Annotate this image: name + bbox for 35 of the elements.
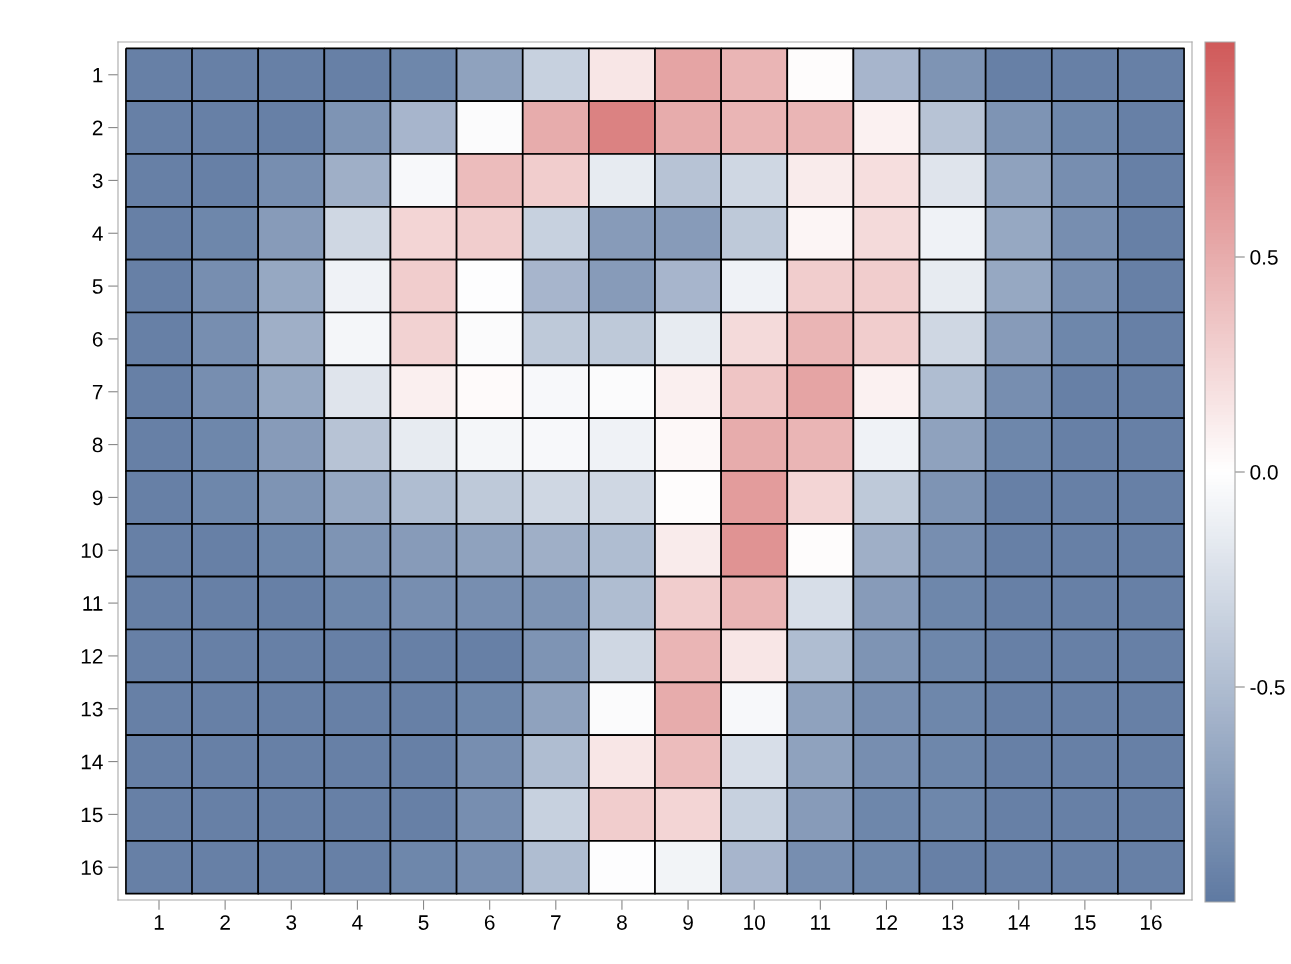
y-tick-label: 9 xyxy=(92,490,103,506)
y-tick-label: 7 xyxy=(92,384,103,400)
x-tick-label: 15 xyxy=(1074,915,1096,930)
x-tick-label: 16 xyxy=(1141,915,1162,930)
y-tick-label: 4 xyxy=(92,226,103,241)
x-tick-label: 9 xyxy=(683,915,693,930)
x-tick-label: 10 xyxy=(744,915,765,930)
y-tick-label: 1 xyxy=(93,67,103,83)
y-tick-label: 14 xyxy=(81,754,103,770)
x-tick-label: 14 xyxy=(1008,915,1030,930)
x-tick-label: 13 xyxy=(942,915,964,930)
y-tick-label: 12 xyxy=(81,648,103,664)
y-tick-label: 3 xyxy=(92,173,103,189)
y-tick-label: 8 xyxy=(92,437,103,453)
x-tick-label: 11 xyxy=(811,915,831,930)
y-tick-label: 5 xyxy=(92,279,103,294)
x-tick-label: 2 xyxy=(220,915,230,930)
color-bar-label: -0.5 xyxy=(1250,680,1285,695)
color-bar-label: 0.5 xyxy=(1250,250,1278,265)
y-tick-label: 16 xyxy=(81,860,103,875)
x-tick-label: 1 xyxy=(154,915,164,930)
x-tick-label: 8 xyxy=(617,915,627,930)
y-tick-label: 15 xyxy=(81,807,103,823)
x-tick-label: 4 xyxy=(352,915,363,930)
x-tick-label: 12 xyxy=(876,915,898,930)
y-tick-label: 13 xyxy=(81,701,103,717)
y-tick-label: 6 xyxy=(92,331,103,347)
y-tick-label: 2 xyxy=(92,120,103,136)
x-tick-label: 7 xyxy=(551,915,561,930)
x-tick-label: 6 xyxy=(484,915,495,930)
x-tick-label: 5 xyxy=(418,915,429,930)
x-tick-label: 3 xyxy=(286,915,297,930)
y-tick-label: 10 xyxy=(81,543,103,558)
color-bar-label: 0.0 xyxy=(1250,465,1278,480)
y-tick-label: 11 xyxy=(83,596,103,611)
